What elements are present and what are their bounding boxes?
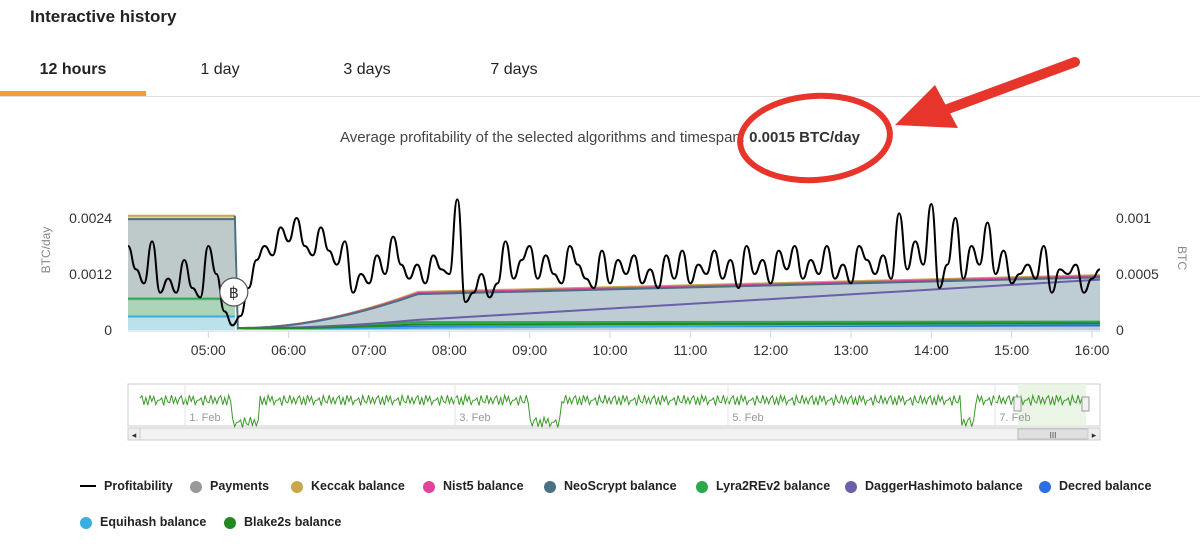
- tab-3-days[interactable]: 3 days: [343, 61, 391, 78]
- legend-profitability[interactable]: Profitability: [80, 479, 173, 493]
- bitcoin-icon: [219, 277, 249, 307]
- y-left-tick-label: 0: [104, 322, 112, 338]
- navigator-tick-label: 1. Feb: [189, 412, 220, 424]
- y-right-tick-label: 0: [1116, 322, 1124, 338]
- legend-label: Keccak balance: [311, 479, 405, 493]
- payment-drop-line: [233, 215, 239, 331]
- scroll-right-button: [1087, 427, 1101, 441]
- bitcoin-icon-glyph: ฿: [229, 283, 239, 302]
- legend-equihash[interactable]: Equihash balance: [80, 515, 206, 529]
- history-chart: BTC/day BTC 05:00 06:00 07:00 08:00 09:00 10:…: [39, 57, 1189, 441]
- y-right-tick-label: 0.0005: [1116, 266, 1159, 282]
- pre-payment-balance-area: [128, 316, 235, 330]
- legend-keccak[interactable]: Keccak balance: [291, 479, 405, 493]
- legend-payments[interactable]: Payments: [190, 479, 269, 493]
- legend-neoscrypt[interactable]: NeoScrypt balance: [544, 479, 677, 493]
- y-axis-right-label: BTC: [1175, 246, 1189, 270]
- axes: BTC/day BTC 05:00 06:00 07:00 08:00 09:00 10:…: [39, 210, 1189, 358]
- navigator-tick-label: 3. Feb: [459, 412, 490, 424]
- navigator-tick-label: 5. Feb: [732, 412, 763, 424]
- legend-label: Blake2s balance: [244, 515, 342, 529]
- y-left-tick-label: 0.0012: [69, 266, 112, 282]
- arrow-shaft: [940, 57, 1080, 115]
- x-tick-label: 06:00: [271, 342, 306, 358]
- page-title: Interactive history: [30, 7, 177, 26]
- dot-icon: [696, 480, 708, 493]
- dot-icon: [80, 516, 92, 529]
- dot-icon: [423, 480, 435, 493]
- tab-1-day[interactable]: 1 day: [200, 61, 240, 78]
- x-tick-label: 16:00: [1074, 342, 1109, 358]
- legend-label: Lyra2REv2 balance: [716, 479, 831, 493]
- legend-blake2s[interactable]: Blake2s balance: [224, 515, 341, 529]
- navigator-handle-left: [1013, 396, 1022, 412]
- balance-line-blake2s-balance: [237, 322, 1101, 330]
- range-tabs: 12 hours 1 day 3 days 7 days: [0, 48, 1200, 97]
- legend-label: Payments: [210, 479, 270, 493]
- highlight-circle: [737, 92, 893, 184]
- dot-icon: [291, 480, 303, 493]
- navigator[interactable]: 1. Feb 3. Feb 5. Feb 7. Feb III ◂ ▸: [127, 383, 1101, 441]
- dot-icon: [845, 480, 857, 493]
- scrollbar-grip: III: [1050, 431, 1057, 440]
- legend-label: DaggerHashimoto balance: [865, 479, 1023, 493]
- x-tick-label: 12:00: [753, 342, 788, 358]
- tab-12-hours[interactable]: 12 hours: [0, 48, 146, 96]
- x-tick-label: 05:00: [191, 342, 226, 358]
- legend-decred[interactable]: Decred balance: [1039, 479, 1151, 493]
- legend-lyra2rev2[interactable]: Lyra2REv2 balance: [696, 479, 830, 493]
- arrow-head-icon: [895, 85, 958, 128]
- payment-marker[interactable]: ฿: [219, 277, 249, 307]
- dot-icon: [224, 516, 236, 529]
- legend-label: Decred balance: [1059, 479, 1152, 493]
- legend-label: Nist5 balance: [443, 479, 524, 493]
- dot-icon: [190, 480, 202, 493]
- legend-label: Profitability: [104, 479, 173, 493]
- profitability-series-line: [127, 198, 1101, 327]
- scroll-left-button: [127, 427, 141, 441]
- average-profitability-label: Average profitability of the selected al…: [339, 129, 750, 146]
- navigator-tick-label: 7. Feb: [999, 412, 1030, 424]
- x-tick-label: 15:00: [994, 342, 1029, 358]
- navigator-series-line: [139, 393, 1087, 429]
- x-tick-label: 13:00: [833, 342, 868, 358]
- y-left-tick-label: 0.0024: [69, 210, 112, 226]
- x-tick-label: 11:00: [673, 342, 707, 358]
- x-tick-label: 07:00: [351, 342, 386, 358]
- x-tick-label: 10:00: [592, 342, 627, 358]
- legend-daggerhashimoto[interactable]: DaggerHashimoto balance: [845, 479, 1023, 493]
- y-axis-left-label: BTC/day: [39, 227, 53, 274]
- profitability-line: [127, 198, 1101, 327]
- average-profitability-value: 0.0015 BTC/day: [749, 129, 860, 146]
- scrollbar-track: [127, 427, 1101, 441]
- arrow-left-icon: ◂: [132, 431, 137, 441]
- navigator-handle-right: [1081, 396, 1090, 412]
- x-tick-label: 09:00: [512, 342, 547, 358]
- dot-icon: [1039, 480, 1051, 493]
- tab-7-days[interactable]: 7 days: [490, 61, 538, 78]
- line-icon: [80, 484, 96, 487]
- legend-label: Equihash balance: [100, 515, 207, 529]
- dot-icon: [544, 480, 556, 493]
- navigator-frame: [127, 383, 1101, 427]
- navigator-selection: [1018, 384, 1086, 426]
- balance-areas: [128, 214, 1101, 331]
- legend-label: NeoScrypt balance: [564, 479, 677, 493]
- x-tick-label: 14:00: [914, 342, 949, 358]
- average-profitability: Average profitability of the selected al…: [0, 129, 1200, 146]
- highlight-annotation: [737, 57, 1080, 184]
- x-tick-label: 08:00: [432, 342, 467, 358]
- y-right-tick-label: 0.001: [1116, 210, 1151, 226]
- arrow-right-icon: ▸: [1092, 431, 1097, 441]
- legend-nist5[interactable]: Nist5 balance: [423, 479, 524, 493]
